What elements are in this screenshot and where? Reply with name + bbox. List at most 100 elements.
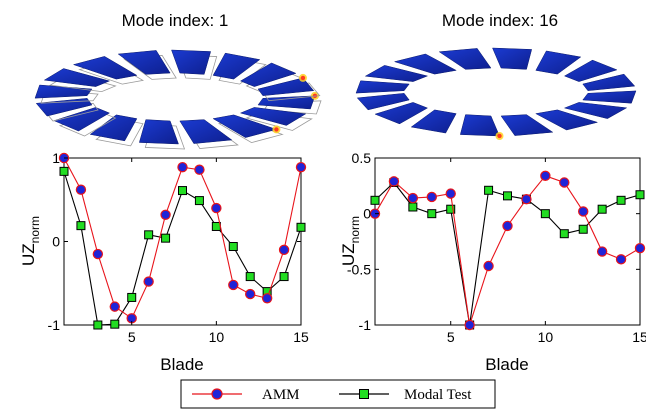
y-tick-label: 0 bbox=[52, 234, 60, 250]
series-group bbox=[58, 152, 307, 330]
modal-test-point bbox=[370, 195, 380, 205]
blade bbox=[374, 102, 429, 125]
blade bbox=[438, 48, 492, 70]
modal-test-point bbox=[110, 319, 120, 329]
blade bbox=[492, 47, 533, 70]
modal-test-point bbox=[503, 191, 512, 201]
modal-test-point bbox=[427, 209, 437, 219]
blade-ring-mode-16 bbox=[355, 47, 637, 140]
blade bbox=[179, 119, 233, 144]
plot-mode-16: 5 10 15 -1 -0.5 0 0.5 Blade UZnorm bbox=[339, 150, 646, 374]
modal-test-point bbox=[559, 229, 569, 239]
modal-test-point bbox=[484, 185, 494, 195]
blade bbox=[212, 114, 278, 138]
amm-point bbox=[596, 246, 608, 257]
amm-point bbox=[559, 177, 570, 188]
y-axis-label: UZnorm bbox=[339, 216, 362, 266]
legend-amm-label: AMM bbox=[262, 387, 300, 403]
modal-test-point bbox=[279, 272, 289, 282]
x-axis-label: Blade bbox=[485, 355, 528, 374]
amm-point bbox=[634, 242, 646, 254]
amm-point bbox=[578, 206, 589, 217]
tick-group: 5 10 15 -1 0 1 bbox=[48, 150, 309, 345]
modal-test-point bbox=[161, 233, 171, 243]
blade bbox=[563, 59, 618, 82]
modal-test-point bbox=[228, 242, 238, 252]
blade bbox=[582, 90, 637, 104]
amm-point bbox=[426, 191, 437, 203]
modal-test-point bbox=[540, 209, 550, 219]
blade bbox=[500, 114, 554, 136]
legend-amm-marker bbox=[211, 388, 223, 400]
y-tick-label: -1 bbox=[48, 317, 61, 333]
blade bbox=[535, 50, 582, 75]
y-tick-label: 1 bbox=[52, 150, 60, 166]
series-group bbox=[369, 170, 646, 331]
blade bbox=[535, 109, 599, 131]
y-axis-label-sub: norm bbox=[28, 216, 42, 243]
blade bbox=[356, 93, 410, 111]
modal-test-point bbox=[93, 320, 103, 330]
hot-spot-core bbox=[497, 133, 502, 139]
modal-test-point bbox=[211, 221, 221, 231]
modal-test-point bbox=[597, 204, 607, 214]
amm-point bbox=[261, 293, 273, 304]
y-axis-label: UZnorm bbox=[19, 216, 42, 266]
x-tick-label: 10 bbox=[209, 329, 225, 345]
modal-test-point bbox=[635, 190, 645, 200]
blade bbox=[89, 114, 138, 142]
y-axis-label-sub: norm bbox=[348, 216, 362, 243]
y-tick-label: 0 bbox=[363, 206, 371, 222]
modal-test-point bbox=[76, 221, 86, 231]
amm-point bbox=[228, 279, 239, 291]
blade bbox=[393, 53, 457, 75]
blade bbox=[364, 65, 429, 82]
modal-test-point bbox=[144, 230, 154, 240]
modal-test-point bbox=[616, 195, 626, 205]
x-tick-label: 15 bbox=[632, 329, 646, 345]
mode-title-1: Mode index: 1 bbox=[122, 11, 229, 30]
y-axis-label-main: UZ bbox=[19, 243, 38, 266]
amm-point bbox=[211, 202, 222, 214]
x-tick-label: 10 bbox=[538, 329, 554, 345]
blade bbox=[239, 62, 297, 87]
plot-mode-1: 5 10 15 -1 0 1 Blade UZnorm bbox=[19, 150, 309, 374]
blade bbox=[212, 52, 261, 80]
y-tick-label: -1 bbox=[359, 317, 372, 333]
modal-test-point bbox=[178, 186, 187, 196]
blade-ring-mode-1 bbox=[34, 49, 322, 150]
blade bbox=[410, 109, 457, 134]
modal-test-point bbox=[245, 272, 255, 282]
amm-point bbox=[75, 184, 87, 195]
blade bbox=[257, 95, 316, 110]
amm-point bbox=[278, 244, 290, 256]
modal-test-point bbox=[408, 202, 418, 212]
modal-test-point bbox=[446, 204, 456, 214]
amm-point bbox=[160, 209, 171, 220]
mode-title-16: Mode index: 16 bbox=[442, 11, 558, 30]
blade bbox=[138, 119, 179, 145]
amm-point bbox=[194, 164, 205, 175]
amm-point bbox=[521, 193, 532, 205]
blade bbox=[563, 102, 628, 119]
blade bbox=[355, 80, 410, 94]
blade bbox=[72, 56, 138, 80]
amm-point bbox=[143, 276, 154, 287]
amm-point bbox=[109, 301, 120, 312]
blade bbox=[171, 49, 212, 75]
plot-frame bbox=[374, 157, 641, 326]
blade bbox=[43, 68, 111, 87]
modal-test-point bbox=[59, 166, 69, 176]
modal-test-point bbox=[127, 292, 137, 302]
legend-test-marker bbox=[359, 389, 369, 399]
amm-point bbox=[615, 254, 627, 265]
amm-point bbox=[464, 319, 475, 331]
amm-point bbox=[245, 288, 256, 300]
y-tick-label: 0.5 bbox=[352, 150, 372, 166]
y-tick-label: -0.5 bbox=[347, 261, 371, 277]
modal-test-point bbox=[296, 222, 306, 232]
legend: AMM Modal Test bbox=[180, 379, 496, 409]
hot-spot-core bbox=[300, 75, 306, 81]
amm-point bbox=[540, 170, 551, 182]
